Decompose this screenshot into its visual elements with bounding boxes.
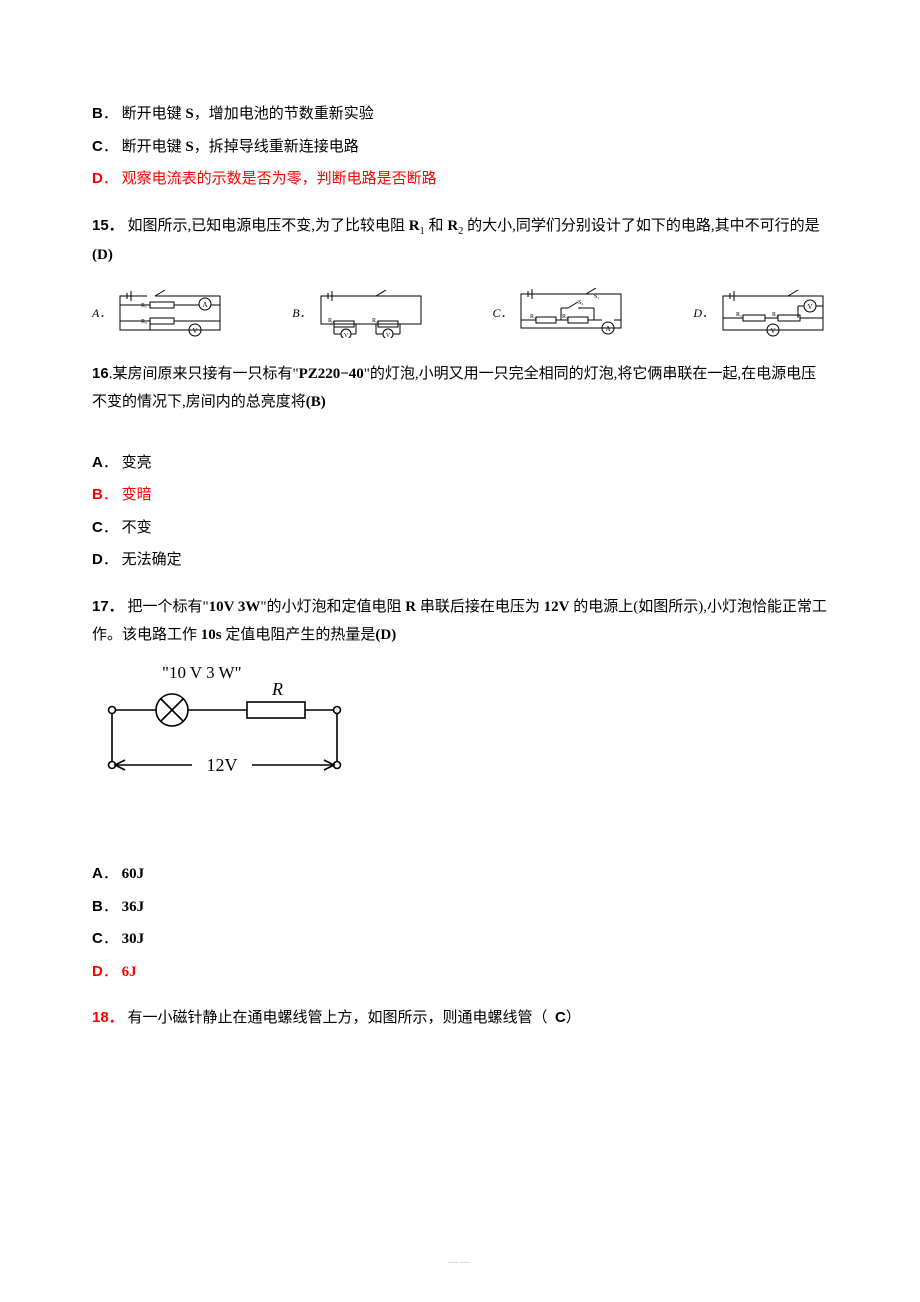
q16-option-a: A． 变亮	[92, 449, 828, 478]
option-text: 不变	[122, 520, 152, 536]
q18-stem: 18． 有一小磁针静止在通电螺线管上方，如图所示，则通电螺线管（ C）	[92, 1004, 828, 1033]
resistor-label: R	[271, 679, 283, 699]
svg-text:R₂: R₂	[141, 319, 147, 325]
question-number: 17．	[92, 598, 124, 615]
circuit-diagram-icon: A V R₁ R₂	[115, 288, 225, 338]
circuit-diagram-icon: V V R₁ R₂	[316, 288, 426, 338]
q15-circuits: A． A V R₁ R₂	[92, 288, 828, 338]
q14-option-d: D． 观察电流表的示数是否为零，判断电路是否断路	[92, 165, 828, 194]
circuit-a: A． A V R₁ R₂	[92, 288, 225, 338]
svg-text:R₂: R₂	[772, 312, 778, 318]
answer: (B)	[306, 394, 326, 410]
option-letter: D	[92, 551, 103, 568]
option-text: 变亮	[122, 455, 152, 471]
q16-option-c: C． 不变	[92, 514, 828, 543]
svg-text:A: A	[203, 301, 208, 309]
q16-stem: 16.某房间原来只接有一只标有"PZ220−40"的灯泡,小明又用一只完全相同的…	[92, 360, 828, 417]
stem-text: 如图所示,已知电源电压不变,为了比较电阻 R1 和 R2 的大小,同学们分别设计…	[127, 218, 819, 234]
option-text: 断开电键 S，增加电池的节数重新实验	[122, 106, 374, 122]
circuit-d: D． V V R₁ R₂	[693, 288, 828, 338]
option-text: 60J	[122, 866, 145, 882]
svg-text:S₂: S₂	[578, 300, 583, 306]
option-letter: A	[92, 865, 103, 882]
q17-option-d: D． 6J	[92, 958, 828, 987]
question-number: 15．	[92, 217, 124, 234]
svg-text:R₁: R₁	[736, 312, 742, 318]
circuit-diagram-icon: "10 V 3 W" R	[92, 660, 352, 790]
svg-text:R₁: R₁	[328, 318, 334, 324]
q17-option-c: C． 30J	[92, 925, 828, 954]
exam-page: B． 断开电键 S，增加电池的节数重新实验 C． 断开电键 S，拆掉导线重新连接…	[0, 0, 920, 1302]
circuit-c: C． A R₁ R₂ S₁	[492, 288, 626, 338]
svg-text:R₂: R₂	[372, 318, 378, 324]
svg-text:A: A	[606, 325, 611, 333]
source-label: 12V	[207, 755, 238, 775]
stem-text: 某房间原来只接有一只标有"PZ220−40"的灯泡,小明又用一只完全相同的灯泡,…	[92, 366, 816, 411]
option-letter: C	[92, 138, 103, 155]
answer: C	[555, 1009, 566, 1026]
svg-text:S₁: S₁	[594, 294, 599, 300]
option-letter: B	[92, 486, 103, 503]
q16-option-d: D． 无法确定	[92, 546, 828, 575]
q14-option-b: B． 断开电键 S，增加电池的节数重新实验	[92, 100, 828, 129]
option-text: 无法确定	[122, 552, 182, 568]
q14-option-c: C． 断开电键 S，拆掉导线重新连接电路	[92, 133, 828, 162]
stem-text: 有一小磁针静止在通电螺线管上方，如图所示，则通电螺线管（	[127, 1010, 547, 1026]
circuit-label: A．	[92, 302, 111, 325]
svg-text:R₂: R₂	[562, 314, 568, 320]
svg-text:V: V	[807, 303, 812, 311]
bulb-label: "10 V 3 W"	[162, 663, 242, 682]
option-text: 观察电流表的示数是否为零，判断电路是否断路	[122, 171, 437, 187]
page-number: ——	[448, 1253, 472, 1272]
answer: (D)	[375, 627, 396, 643]
option-letter: C	[92, 930, 103, 947]
q15-stem: 15． 如图所示,已知电源电压不变,为了比较电阻 R1 和 R2 的大小,同学们…	[92, 212, 828, 270]
circuit-label: C．	[492, 302, 512, 325]
stem-text: 把一个标有"10V 3W"的小灯泡和定值电阻 R 串联后接在电压为 12V 的电…	[92, 599, 827, 644]
option-letter: B	[92, 105, 103, 122]
q17-option-b: B． 36J	[92, 893, 828, 922]
option-letter: B	[92, 898, 103, 915]
circuit-diagram-icon: V V R₁ R₂	[718, 288, 828, 338]
svg-text:R₁: R₁	[141, 303, 147, 309]
option-letter: D	[92, 170, 103, 187]
option-letter: D	[92, 963, 103, 980]
circuit-b: B． V V R₁ R₂	[292, 288, 425, 338]
q17-stem: 17． 把一个标有"10V 3W"的小灯泡和定值电阻 R 串联后接在电压为 12…	[92, 593, 828, 650]
circuit-label: D．	[693, 302, 714, 325]
answer: (D)	[92, 247, 113, 263]
question-number: 18．	[92, 1009, 124, 1026]
svg-text:R₁: R₁	[530, 314, 536, 320]
svg-text:V: V	[193, 327, 198, 335]
q17-option-a: A． 60J	[92, 860, 828, 889]
option-text: 36J	[122, 899, 145, 915]
svg-text:V: V	[385, 333, 390, 338]
question-number: 16	[92, 365, 109, 382]
svg-text:V: V	[343, 333, 348, 338]
option-text: 断开电键 S，拆掉导线重新连接电路	[122, 139, 359, 155]
svg-text:V: V	[770, 327, 775, 335]
option-text: 6J	[122, 964, 137, 980]
option-letter: C	[92, 519, 103, 536]
circuit-label: B．	[292, 302, 311, 325]
option-letter: A	[92, 454, 103, 471]
circuit-diagram-icon: A R₁ R₂ S₁ S₂	[516, 288, 626, 338]
q17-diagram: "10 V 3 W" R	[92, 660, 828, 801]
option-text: 变暗	[122, 487, 152, 503]
q16-option-b: B． 变暗	[92, 481, 828, 510]
option-text: 30J	[122, 931, 145, 947]
